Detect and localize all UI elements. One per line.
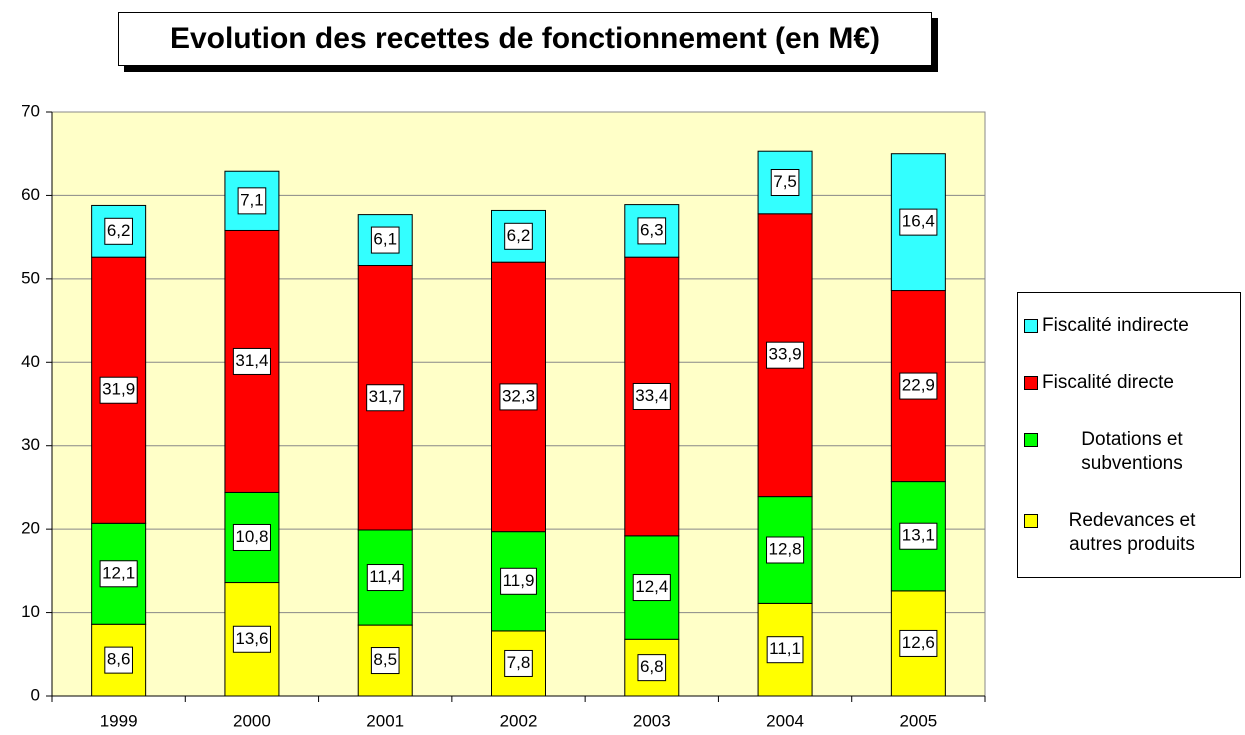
value-label-box (632, 574, 671, 602)
legend-label: Fiscalité directe (1042, 371, 1174, 393)
value-label: 7,5 (773, 172, 797, 191)
value-label-box (232, 625, 271, 653)
value-label-box (637, 654, 667, 682)
legend-swatch (1024, 375, 1038, 390)
value-label: 31,7 (369, 387, 402, 406)
value-label: 11,1 (769, 639, 801, 658)
x-tick-label: 2005 (899, 711, 937, 730)
value-label: 6,3 (640, 220, 664, 239)
value-label-box (237, 187, 267, 215)
value-label: 7,8 (507, 653, 531, 672)
legend-item: Fiscalité directe (1018, 371, 1240, 395)
legend-swatch (1024, 513, 1038, 528)
value-label: 11,9 (503, 571, 535, 590)
value-label-box (899, 208, 938, 236)
value-label-box (899, 629, 938, 657)
legend-label: Dotations et subventions (1081, 428, 1183, 474)
y-tick-label: 20 (21, 519, 40, 538)
value-label-box (504, 222, 533, 250)
x-tick-label: 2002 (500, 711, 538, 730)
value-label-box (499, 383, 538, 411)
value-label: 6,2 (507, 226, 531, 245)
y-tick-label: 70 (21, 101, 40, 120)
value-label-box (766, 536, 805, 564)
value-label-box (770, 168, 800, 196)
value-label-box (500, 567, 537, 595)
legend-label: Fiscalité indirecte (1042, 314, 1189, 336)
value-label: 16,4 (902, 212, 935, 231)
value-label: 32,3 (502, 386, 535, 405)
value-label: 12,8 (769, 539, 802, 558)
value-label: 10,8 (235, 527, 268, 546)
value-label: 6,8 (640, 657, 664, 676)
value-label-box (637, 217, 667, 245)
legend-item: Redevances et autres produits (1018, 509, 1240, 557)
legend-swatch (1024, 432, 1038, 447)
value-label-box (366, 564, 404, 592)
value-label-box (104, 646, 133, 674)
value-label: 12,1 (102, 563, 135, 582)
x-tick-label: 2001 (366, 711, 404, 730)
legend: Fiscalité indirecte Fiscalité directe Dota… (1017, 292, 1241, 578)
x-tick-label: 1999 (100, 711, 138, 730)
value-label: 11,4 (369, 567, 401, 586)
y-tick-label: 60 (21, 185, 40, 204)
legend-swatch (1024, 318, 1038, 333)
x-tick-label: 2004 (766, 711, 804, 730)
value-label-box (766, 636, 804, 664)
value-label-box (370, 647, 400, 675)
value-label: 33,4 (635, 386, 668, 405)
value-label: 33,9 (769, 345, 802, 364)
value-label-box (899, 372, 938, 400)
value-label: 7,1 (240, 190, 264, 209)
value-label: 13,6 (235, 629, 268, 648)
value-label: 12,6 (902, 633, 935, 652)
value-label: 31,4 (235, 351, 268, 370)
y-tick-label: 30 (21, 435, 40, 454)
value-label-box (99, 560, 138, 588)
value-label: 6,2 (107, 221, 131, 240)
legend-label: Redevances et autres produits (1068, 509, 1196, 555)
x-tick-label: 2003 (633, 711, 671, 730)
value-label: 6,1 (373, 230, 397, 249)
legend-item: Dotations et subventions (1018, 428, 1240, 476)
y-tick-label: 40 (21, 352, 40, 371)
value-label: 8,6 (107, 650, 131, 669)
chart-title: Evolution des recettes de fonctionnement… (118, 12, 932, 66)
value-label-box (104, 217, 133, 245)
value-label-box (504, 649, 533, 677)
value-label-box (232, 347, 271, 375)
value-label-box (766, 341, 805, 369)
value-label: 22,9 (902, 376, 935, 395)
y-tick-label: 0 (31, 685, 40, 704)
y-tick-label: 10 (21, 602, 40, 621)
value-label: 13,1 (902, 526, 935, 545)
value-label-box (370, 226, 400, 254)
value-label-box (99, 376, 138, 404)
y-tick-label: 50 (21, 268, 40, 287)
value-label-box (632, 382, 671, 410)
legend-item: Fiscalité indirecte (1018, 314, 1240, 338)
value-label-box (232, 523, 271, 551)
value-label: 8,5 (373, 650, 397, 669)
value-label-box (899, 522, 938, 550)
value-label: 31,9 (102, 380, 135, 399)
x-tick-label: 2000 (233, 711, 271, 730)
value-label: 12,4 (635, 577, 668, 596)
value-label-box (366, 384, 405, 412)
